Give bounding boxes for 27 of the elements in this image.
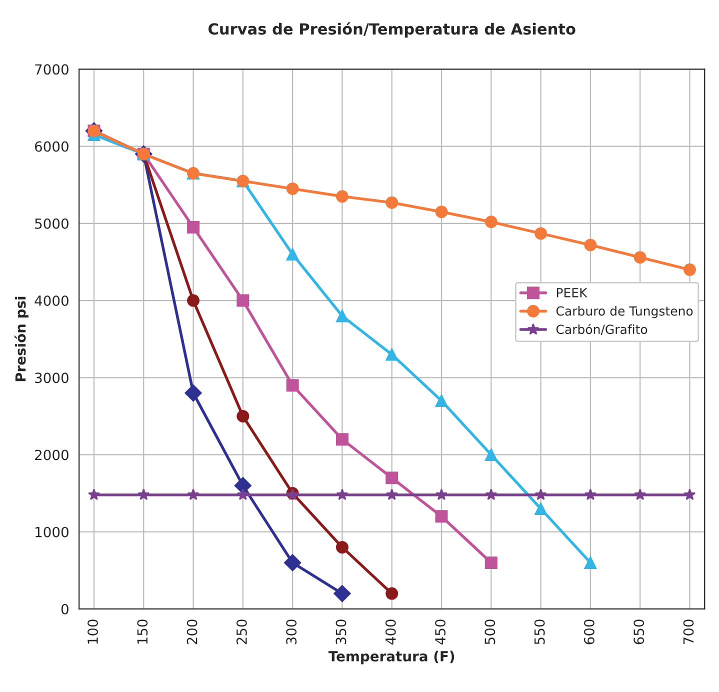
x-tick-label: 400 xyxy=(385,620,396,645)
legend-label: Carburo de Tungsteno xyxy=(556,306,693,318)
legend-label: Carbón/Grafito xyxy=(556,324,648,336)
x-axis-title: Temperatura (F) xyxy=(328,650,454,664)
y-tick-label: 1000 xyxy=(36,526,68,538)
x-tick-label: 650 xyxy=(634,620,644,644)
x-tick-label: 550 xyxy=(534,620,545,644)
chart-title: Curvas de Presión/Temperatura de Asiento xyxy=(208,22,576,38)
y-tick-label: 6000 xyxy=(34,141,68,152)
y-axis-title: Presión psi xyxy=(14,296,28,382)
y-tick-label: 5000 xyxy=(35,218,68,229)
x-tick-label: 350 xyxy=(336,620,346,644)
y-tick-label: 3000 xyxy=(35,372,68,384)
x-tick-label: 300 xyxy=(286,620,297,644)
x-tick-label: 250 xyxy=(236,620,247,644)
x-tick-label: 600 xyxy=(584,620,594,644)
y-tick-label: 7000 xyxy=(35,64,68,75)
legend-label: PEEK xyxy=(556,288,588,298)
x-tick-label: 150 xyxy=(137,620,148,644)
x-tick-label: 700 xyxy=(683,620,694,644)
x-tick-label: 100 xyxy=(88,620,98,644)
x-tick-label: 200 xyxy=(186,620,198,644)
x-tick-label: 500 xyxy=(484,620,496,644)
x-tick-label: 450 xyxy=(435,620,446,645)
y-tick-label: 0 xyxy=(61,604,68,614)
y-tick-label: 4000 xyxy=(34,295,68,306)
y-tick-label: 2000 xyxy=(35,450,68,460)
